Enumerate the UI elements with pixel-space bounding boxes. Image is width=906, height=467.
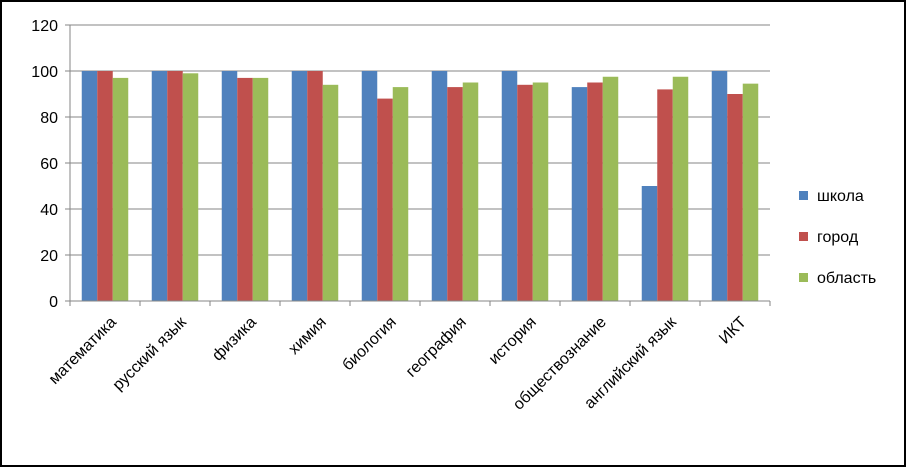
- legend: школа город область: [799, 188, 876, 287]
- bar-область-ИКТ: [742, 83, 759, 302]
- bar-город-история: [517, 84, 533, 301]
- bar-область-физика: [252, 77, 269, 302]
- bars: [81, 71, 759, 302]
- bar-область-история: [532, 82, 549, 301]
- bar-школа-русский язык: [151, 71, 168, 301]
- legend-label: область: [817, 270, 876, 287]
- bar-школа-физика: [221, 71, 238, 301]
- bar-город-физика: [237, 77, 253, 302]
- legend-label: школа: [817, 188, 864, 205]
- y-tick-label: 0: [49, 294, 58, 311]
- x-tick-label: химия: [286, 314, 330, 358]
- bar-школа-химия: [291, 71, 308, 301]
- x-tick-label: русский язык: [110, 313, 191, 394]
- bar-область-английский язык: [672, 76, 689, 301]
- bar-область-русский язык: [182, 73, 199, 301]
- bar-школа-биология: [361, 71, 378, 301]
- bar-город-химия: [307, 71, 323, 301]
- bar-город-биология: [377, 98, 393, 301]
- x-tick-label: физика: [209, 314, 260, 365]
- bar-школа-история: [501, 71, 518, 301]
- bar-область-химия: [322, 84, 339, 301]
- bar-область-обществознание: [602, 76, 619, 301]
- bar-город-ИКТ: [727, 94, 743, 301]
- bar-школа-английский язык: [641, 186, 658, 301]
- legend-swatch: [799, 191, 808, 200]
- x-tick-label: биология: [339, 314, 399, 374]
- y-tick-label: 80: [40, 110, 58, 127]
- y-tick-labels: 0 20 40 60 80 100 120: [31, 18, 58, 311]
- bar-область-биология: [392, 87, 409, 301]
- y-tick-label: 60: [40, 156, 58, 173]
- bar-город-география: [447, 87, 463, 301]
- y-tick-label: 100: [31, 64, 58, 81]
- x-tick-label: история: [486, 314, 540, 368]
- y-tick-label: 120: [31, 18, 58, 35]
- axes: [65, 24, 771, 306]
- y-tick-label: 40: [40, 202, 58, 219]
- bar-область-география: [462, 82, 479, 301]
- bar-город-английский язык: [657, 89, 673, 302]
- bar-школа-обществознание: [571, 87, 588, 301]
- y-tick-label: 20: [40, 248, 58, 265]
- bar-школа-ИКТ: [711, 71, 728, 301]
- x-tick-label: ИКТ: [716, 314, 750, 348]
- bar-школа-география: [431, 71, 448, 301]
- x-tick-label: география: [403, 314, 470, 381]
- legend-swatch: [799, 232, 808, 241]
- bar-область-математика: [112, 77, 129, 302]
- bar-школа-математика: [81, 71, 98, 301]
- legend-swatch: [799, 273, 808, 282]
- x-tick-label: математика: [46, 314, 120, 388]
- bar-город-обществознание: [587, 82, 603, 301]
- bar-город-математика: [97, 71, 113, 301]
- legend-label: город: [817, 229, 859, 246]
- bar-город-русский язык: [167, 71, 183, 301]
